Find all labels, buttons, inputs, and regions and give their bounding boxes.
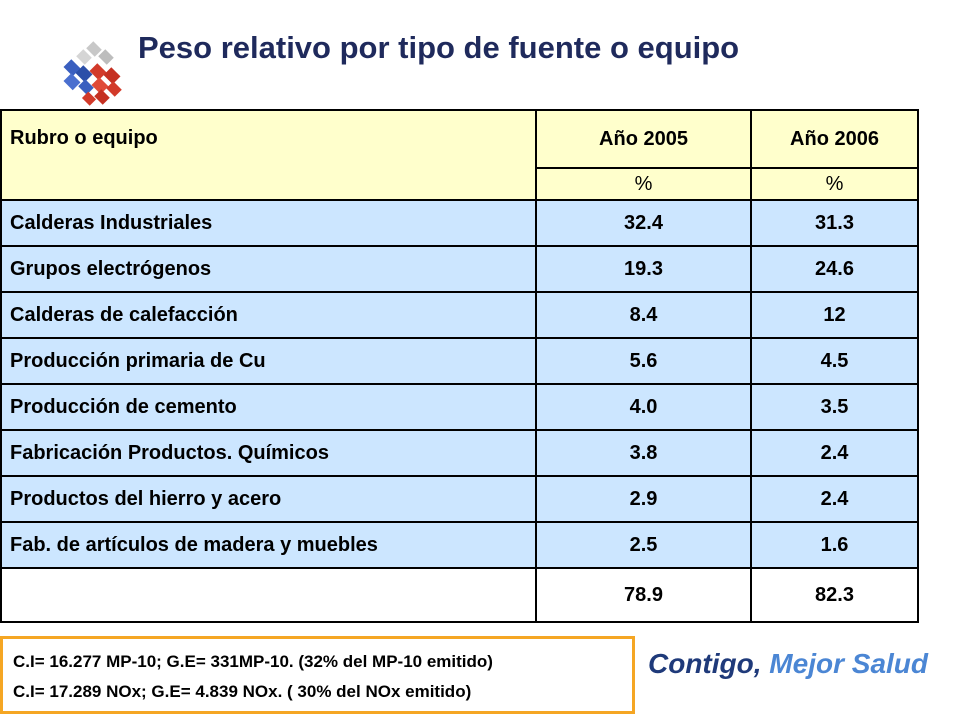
table-total-row: 78.9 82.3 <box>0 567 919 623</box>
row-value-2006: 1.6 <box>750 521 919 569</box>
slogan-part-2: Mejor Salud <box>761 648 928 679</box>
header-rubro: Rubro o equipo <box>0 109 537 201</box>
table-row: Producción primaria de Cu 5.6 4.5 <box>0 337 919 385</box>
header-2006: Año 2006 <box>750 109 919 169</box>
data-table: Rubro o equipo Año 2005 Año 2006 % % Cal… <box>0 109 919 623</box>
row-label: Producción de cemento <box>0 383 537 431</box>
table-row: Calderas de calefacción 8.4 12 <box>0 291 919 339</box>
table-row: Grupos electrógenos 19.3 24.6 <box>0 245 919 293</box>
row-value-2005: 5.6 <box>535 337 752 385</box>
row-value-2006: 31.3 <box>750 199 919 247</box>
slogan: Contigo, Mejor Salud <box>648 648 928 680</box>
row-value-2006: 2.4 <box>750 429 919 477</box>
row-value-2005: 2.9 <box>535 475 752 523</box>
cube-grid-logo-icon <box>58 40 138 108</box>
table-header-row: Rubro o equipo Año 2005 Año 2006 <box>0 109 919 201</box>
total-2005: 78.9 <box>535 567 752 623</box>
header-2005: Año 2005 <box>535 109 752 169</box>
row-label: Grupos electrógenos <box>0 245 537 293</box>
row-label: Fabricación Productos. Químicos <box>0 429 537 477</box>
row-label: Producción primaria de Cu <box>0 337 537 385</box>
row-value-2005: 8.4 <box>535 291 752 339</box>
total-label <box>0 567 537 623</box>
table-row: Producción de cemento 4.0 3.5 <box>0 383 919 431</box>
note-line-ci-nox: C.I= 17.289 NOx; G.E= 4.839 NOx. ( 30% d… <box>13 682 472 701</box>
row-value-2006: 2.4 <box>750 475 919 523</box>
row-label: Productos del hierro y acero <box>0 475 537 523</box>
row-value-2005: 2.5 <box>535 521 752 569</box>
table-units-row: % % <box>1 167 919 201</box>
row-value-2005: 19.3 <box>535 245 752 293</box>
row-value-2006: 12 <box>750 291 919 339</box>
total-2006: 82.3 <box>750 567 919 623</box>
row-value-2005: 4.0 <box>535 383 752 431</box>
row-value-2006: 24.6 <box>750 245 919 293</box>
slogan-part-1: Contigo, <box>648 648 762 679</box>
row-value-2005: 32.4 <box>535 199 752 247</box>
emissions-note-box: C.I= 16.277 MP-10; G.E= 331MP-10. (32% d… <box>0 636 635 714</box>
note-line-ci-mp10: C.I= 16.277 MP-10; G.E= 331MP-10. (32% d… <box>13 652 493 671</box>
row-value-2006: 4.5 <box>750 337 919 385</box>
unit-2006: % <box>750 167 919 201</box>
unit-2005: % <box>535 167 752 201</box>
table-row: Fabricación Productos. Químicos 3.8 2.4 <box>0 429 919 477</box>
table-row: Fab. de artículos de madera y muebles 2.… <box>0 521 919 569</box>
row-label: Fab. de artículos de madera y muebles <box>0 521 537 569</box>
row-value-2005: 3.8 <box>535 429 752 477</box>
row-label: Calderas Industriales <box>0 199 537 247</box>
table-row: Calderas Industriales 32.4 31.3 <box>0 199 919 247</box>
table-row: Productos del hierro y acero 2.9 2.4 <box>0 475 919 523</box>
page-title: Peso relativo por tipo de fuente o equip… <box>138 30 740 65</box>
row-label: Calderas de calefacción <box>0 291 537 339</box>
row-value-2006: 3.5 <box>750 383 919 431</box>
